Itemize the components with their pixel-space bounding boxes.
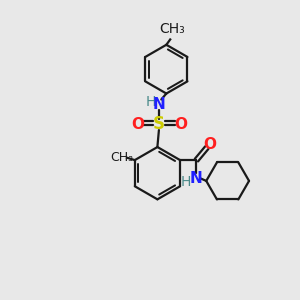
Text: O: O <box>131 117 144 132</box>
Text: S: S <box>153 115 165 133</box>
Text: H: H <box>181 175 191 189</box>
Text: CH₃: CH₃ <box>110 151 134 164</box>
Text: CH₃: CH₃ <box>159 22 184 36</box>
Text: N: N <box>152 97 165 112</box>
Text: O: O <box>203 137 216 152</box>
Text: O: O <box>174 117 187 132</box>
Text: H: H <box>146 95 156 110</box>
Text: N: N <box>190 171 203 186</box>
